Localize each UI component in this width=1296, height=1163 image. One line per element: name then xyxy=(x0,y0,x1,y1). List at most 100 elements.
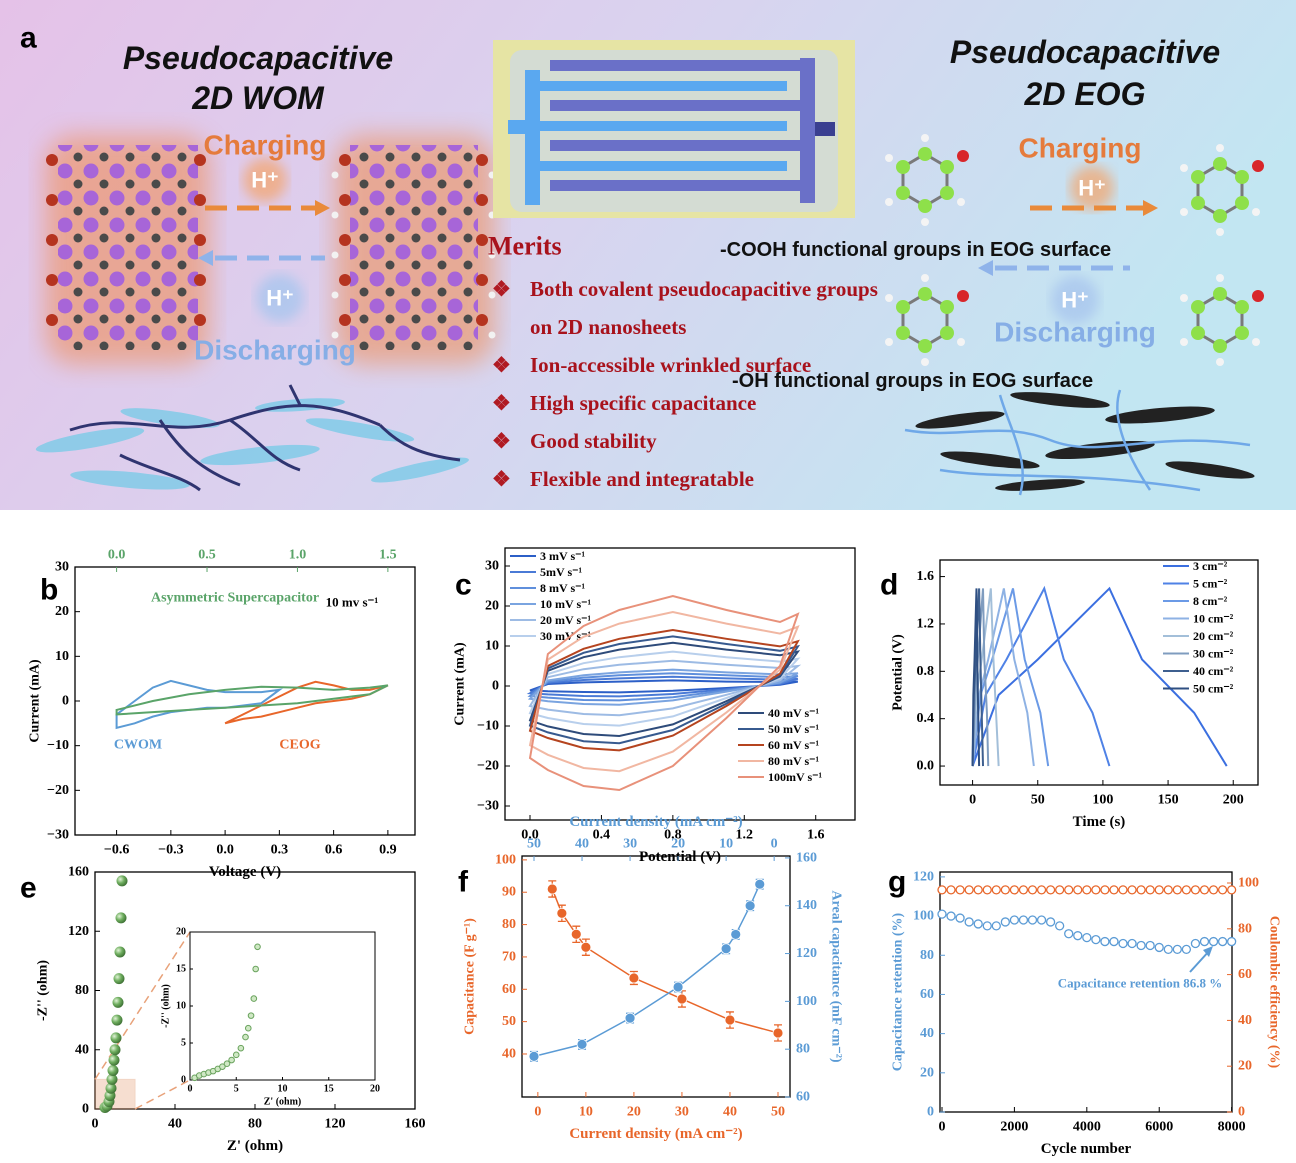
y-tick-label: 20 xyxy=(485,599,499,614)
point xyxy=(629,973,639,983)
point xyxy=(1200,886,1208,894)
point xyxy=(1128,940,1136,948)
point xyxy=(673,982,683,992)
series-label: CWOM xyxy=(114,738,162,753)
panel-label: a xyxy=(20,22,37,55)
point xyxy=(1110,886,1118,894)
point xyxy=(974,886,982,894)
merit: Good stability xyxy=(488,422,880,460)
plot-frame xyxy=(940,872,1232,1112)
y-tick-label: 80 xyxy=(502,917,516,932)
x-tick-label: 0.0 xyxy=(216,843,234,858)
series-line xyxy=(552,889,778,1033)
point xyxy=(956,914,964,922)
y2-tick-label: 100 xyxy=(796,994,817,1009)
figure-canvas: a Pseudocapacitive 2D WOM Pseudocapaciti… xyxy=(0,0,1296,1163)
y-tick-label: 10 xyxy=(485,639,499,654)
y-tick-label: 0.4 xyxy=(917,711,935,726)
point xyxy=(1191,940,1199,948)
point xyxy=(1155,886,1163,894)
y-axis-label: Current (mA) xyxy=(28,659,43,743)
point xyxy=(1074,886,1082,894)
legend-label: 40 cm⁻² xyxy=(1193,664,1234,678)
panel-label: b xyxy=(40,574,58,607)
y-tick-label: 10 xyxy=(176,1001,186,1012)
point xyxy=(1164,945,1172,953)
inset-frame xyxy=(190,932,375,1080)
x-tick-label: 10 xyxy=(278,1084,288,1095)
point xyxy=(1065,930,1073,938)
point xyxy=(1219,886,1227,894)
legend-label: 8 mV s⁻¹ xyxy=(540,581,585,595)
point xyxy=(1029,916,1037,924)
y-axis-label: Potential (V) xyxy=(891,634,906,711)
point xyxy=(1182,945,1190,953)
x-tick-label: 120 xyxy=(325,1117,346,1132)
point xyxy=(1146,886,1154,894)
x2-tick-label: 20 xyxy=(671,837,685,852)
x2-axis-label: Current density (mA cm⁻²) xyxy=(569,814,742,830)
x-tick-label: 0 xyxy=(92,1117,99,1132)
atom xyxy=(46,154,58,166)
x-tick-label: 15 xyxy=(324,1084,334,1095)
lattice xyxy=(350,145,478,350)
point xyxy=(1038,916,1046,924)
y-tick-label: 160 xyxy=(68,865,89,880)
point xyxy=(983,886,991,894)
x-axis-label: Time (s) xyxy=(1073,814,1126,830)
y-tick-label: 100 xyxy=(913,909,934,924)
y2-tick-label: 0 xyxy=(1238,1105,1245,1120)
y-tick-label: 0 xyxy=(181,1075,186,1086)
point xyxy=(1065,886,1073,894)
point xyxy=(721,944,731,954)
atom xyxy=(476,274,488,286)
legend-label: 50 mV s⁻¹ xyxy=(768,722,819,736)
point xyxy=(1173,945,1181,953)
point xyxy=(251,996,257,1002)
y-tick-label: 1.2 xyxy=(917,616,935,631)
y-tick-label: 40 xyxy=(75,1042,89,1057)
point xyxy=(625,1013,635,1023)
point xyxy=(1164,886,1172,894)
panel-label: g xyxy=(888,866,906,899)
y-tick-label: 60 xyxy=(502,982,516,997)
point xyxy=(110,1044,121,1055)
y-tick-label: −10 xyxy=(47,738,69,753)
y-axis-label: Current (mA) xyxy=(453,642,468,726)
y2-axis-label: Areal capacitance (mF cm⁻²) xyxy=(829,890,844,1062)
atom xyxy=(339,194,351,206)
legend-label: 10 mV s⁻¹ xyxy=(540,597,591,611)
atom xyxy=(46,314,58,326)
point xyxy=(1010,886,1018,894)
point xyxy=(965,886,973,894)
point xyxy=(1092,936,1100,944)
atom xyxy=(332,292,339,299)
point xyxy=(1083,886,1091,894)
y-tick-label: 40 xyxy=(920,1026,934,1041)
merit: Both covalent pseudocapacitive groups on… xyxy=(488,270,880,346)
atom xyxy=(194,274,206,286)
x2-tick-label: 0.0 xyxy=(108,548,126,563)
y-axis-label: Capacitance retention (%) xyxy=(891,912,906,1071)
point xyxy=(581,942,591,952)
point xyxy=(992,922,1000,930)
y-axis-label: -Z'' (ohm) xyxy=(36,960,51,1021)
x2-tick-label: 40 xyxy=(575,837,589,852)
atom xyxy=(46,194,58,206)
atom xyxy=(339,274,351,286)
point xyxy=(1101,886,1109,894)
merits-list: Both covalent pseudocapacitive groups on… xyxy=(488,270,888,498)
point xyxy=(108,1065,119,1076)
y-tick-label: 100 xyxy=(495,852,516,867)
x-tick-label: 0.6 xyxy=(325,843,343,858)
x-tick-label: 6000 xyxy=(1145,1120,1173,1135)
y-tick-label: 0 xyxy=(82,1102,89,1117)
y2-tick-label: 160 xyxy=(796,850,817,865)
atom xyxy=(194,234,206,246)
atom xyxy=(476,234,488,246)
merit: Flexible and integratable xyxy=(488,460,880,498)
legend-label: 5 cm⁻² xyxy=(1193,577,1228,591)
point xyxy=(956,886,964,894)
charts: b−0.6−0.30.00.30.60.9−30−20−1001020300.0… xyxy=(20,548,1282,1158)
point xyxy=(229,1057,235,1063)
